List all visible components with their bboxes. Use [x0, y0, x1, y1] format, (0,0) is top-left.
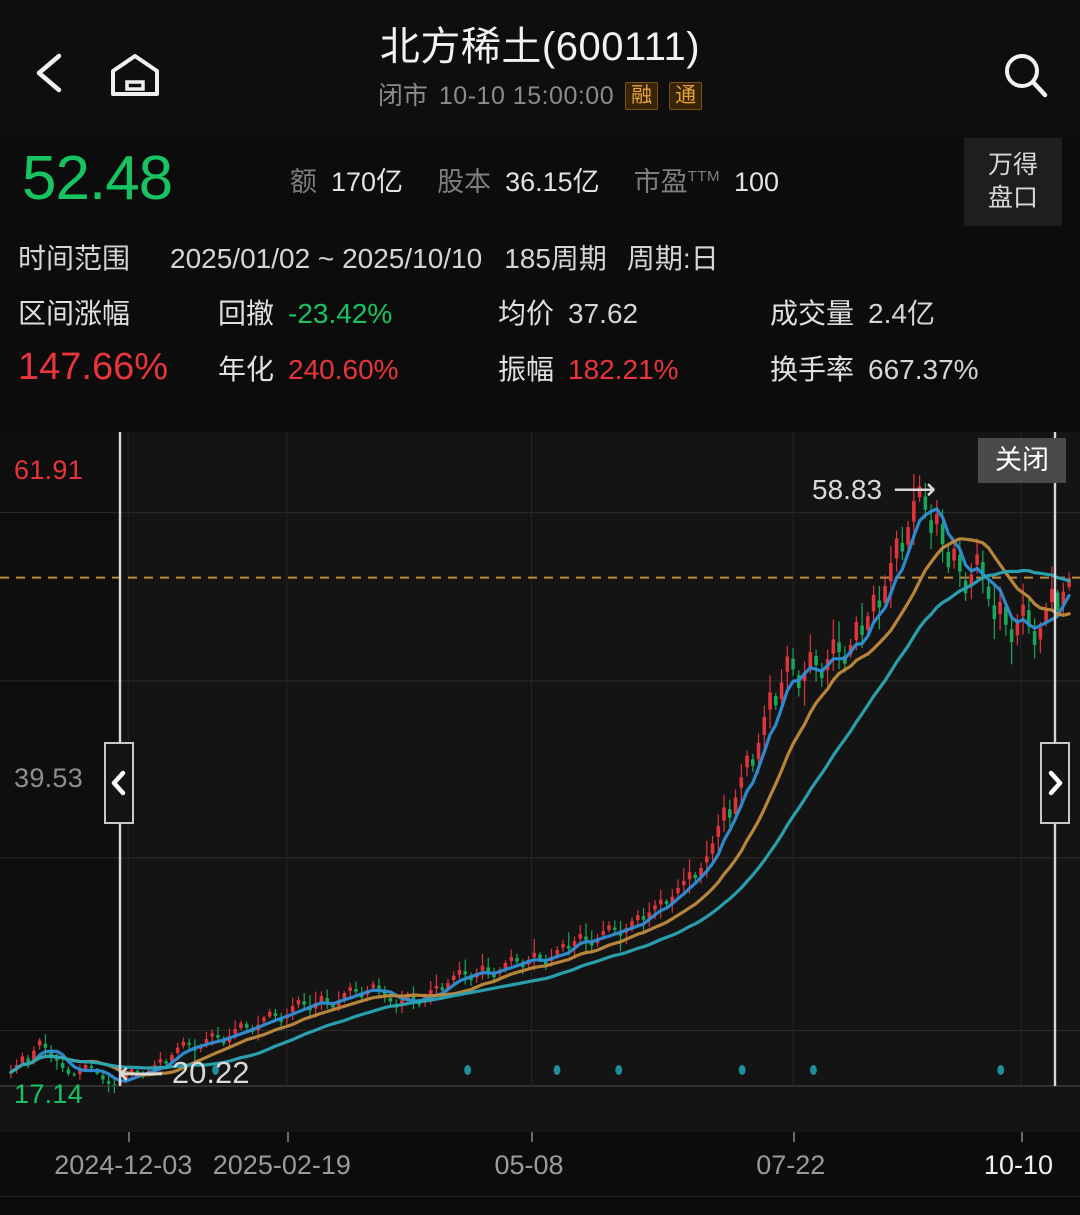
period-type: 周期:日: [626, 243, 719, 274]
volume-value: 2.4亿: [868, 298, 935, 329]
turnover-cell: 换手率 667.37%: [770, 350, 979, 390]
range-handle-left[interactable]: [104, 742, 134, 824]
volume-cell: 成交量 2.4亿: [770, 294, 935, 334]
x-axis-tick-2: 05-08: [494, 1150, 564, 1180]
x-axis-tick-1: 2025-02-19: [212, 1150, 351, 1180]
interval-gain-value: 147.66%: [18, 346, 169, 388]
time-range-row: 时间范围 2025/01/02 ~ 2025/10/10 185周期 周期:日: [18, 232, 1062, 280]
last-price: 52.48: [22, 144, 173, 213]
app-header: 北方稀土(600111) 闭市 10-10 15:00:00 融 通: [0, 0, 1080, 140]
metric-label-pe: 市盈TTM: [633, 167, 720, 197]
stats-row-top: 区间涨幅 回撤 -23.42% 均价 37.62 成交量 2.4亿: [18, 294, 1062, 334]
annualized-label: 年化: [218, 354, 275, 385]
avg-price-cell: 均价 37.62: [498, 294, 770, 334]
x-axis: 2024-12-03 2025-02-19 05-08 07-22 10-10: [0, 1132, 1080, 1192]
badge-connect: 通: [669, 82, 703, 110]
amplitude-label: 振幅: [498, 354, 555, 385]
x-axis-tick-3: 07-22: [756, 1150, 826, 1180]
search-icon[interactable]: [998, 48, 1054, 104]
chart-container[interactable]: 61.91 39.53 17.14 关闭 58.83 ⟶ ⟵ 20.22: [0, 432, 1080, 1132]
quote-row: 52.48 额 170亿 股本 36.15亿 市盈TTM 100 万得 盘口: [0, 138, 1080, 232]
close-button[interactable]: 关闭: [978, 438, 1066, 483]
x-axis-tick-mark-0: [128, 1132, 131, 1142]
interval-gain-value-cell: 147.66%: [18, 340, 218, 394]
metric-value-amount: 170亿: [331, 167, 404, 197]
metric-pe-superscript: TTM: [687, 168, 720, 185]
market-status: 闭市: [377, 82, 428, 110]
drawdown-label: 回撤: [218, 298, 275, 329]
footer-divider: [0, 1196, 1080, 1197]
wind-button-line2: 盘口: [987, 184, 1038, 212]
turnover-value: 667.37%: [868, 354, 979, 385]
interval-gain-label-cell: 区间涨幅: [18, 294, 218, 334]
metric-label-shares: 股本: [437, 167, 492, 197]
interval-gain-label: 区间涨幅: [18, 298, 131, 329]
wind-button-line1: 万得: [987, 151, 1038, 179]
y-axis-high-label: 61.91: [14, 455, 84, 485]
candlestick-plot[interactable]: [0, 432, 1080, 1132]
avg-price-value: 37.62: [568, 298, 639, 329]
range-handle-right[interactable]: [1040, 742, 1070, 824]
annualized-value: 240.60%: [288, 354, 399, 385]
amplitude-cell: 振幅 182.21%: [498, 350, 770, 390]
stats-grid: 区间涨幅 回撤 -23.42% 均价 37.62 成交量 2.4亿 147.66…: [18, 294, 1062, 394]
metric-value-shares: 36.15亿: [505, 167, 600, 197]
x-axis-tick-mark-4: [1020, 1132, 1023, 1142]
avg-price-label: 均价: [498, 298, 555, 329]
turnover-label: 换手率: [770, 354, 855, 385]
metric-label-amount: 额: [290, 167, 317, 197]
wind-orderbook-button[interactable]: 万得 盘口: [964, 138, 1062, 226]
period-count: 185周期: [504, 243, 607, 274]
x-axis-tick-mark-1: [286, 1132, 289, 1142]
drawdown-cell: 回撤 -23.42%: [218, 294, 498, 334]
stats-row-bottom: 147.66% 年化 240.60% 振幅 182.21% 换手率 667.37…: [18, 340, 1062, 394]
quote-metrics: 额 170亿 股本 36.15亿 市盈TTM 100: [290, 158, 945, 201]
annualized-cell: 年化 240.60%: [218, 350, 498, 390]
x-axis-tick-4: 10-10: [983, 1150, 1053, 1180]
amplitude-value: 182.21%: [568, 354, 679, 385]
time-range-value: 2025/01/02 ~ 2025/10/10: [170, 243, 483, 274]
volume-label: 成交量: [770, 298, 855, 329]
drawdown-value: -23.42%: [288, 298, 393, 329]
y-axis-low-label: 17.14: [14, 1079, 84, 1109]
home-icon[interactable]: [105, 52, 165, 98]
stats-panel: 时间范围 2025/01/02 ~ 2025/10/10 185周期 周期:日 …: [0, 232, 1080, 428]
badge-margin: 融: [625, 82, 659, 110]
chart-svg: [0, 432, 1080, 1094]
quote-timestamp: 10-10 15:00:00: [438, 82, 615, 110]
y-axis-mid-label: 39.53: [14, 763, 84, 793]
x-axis-tick-mark-3: [793, 1132, 796, 1142]
time-range-label: 时间范围: [18, 243, 131, 274]
metric-value-pe: 100: [733, 167, 780, 197]
x-axis-tick-mark-2: [531, 1132, 534, 1142]
x-axis-tick-0: 2024-12-03: [54, 1150, 193, 1180]
back-button[interactable]: [28, 48, 74, 98]
